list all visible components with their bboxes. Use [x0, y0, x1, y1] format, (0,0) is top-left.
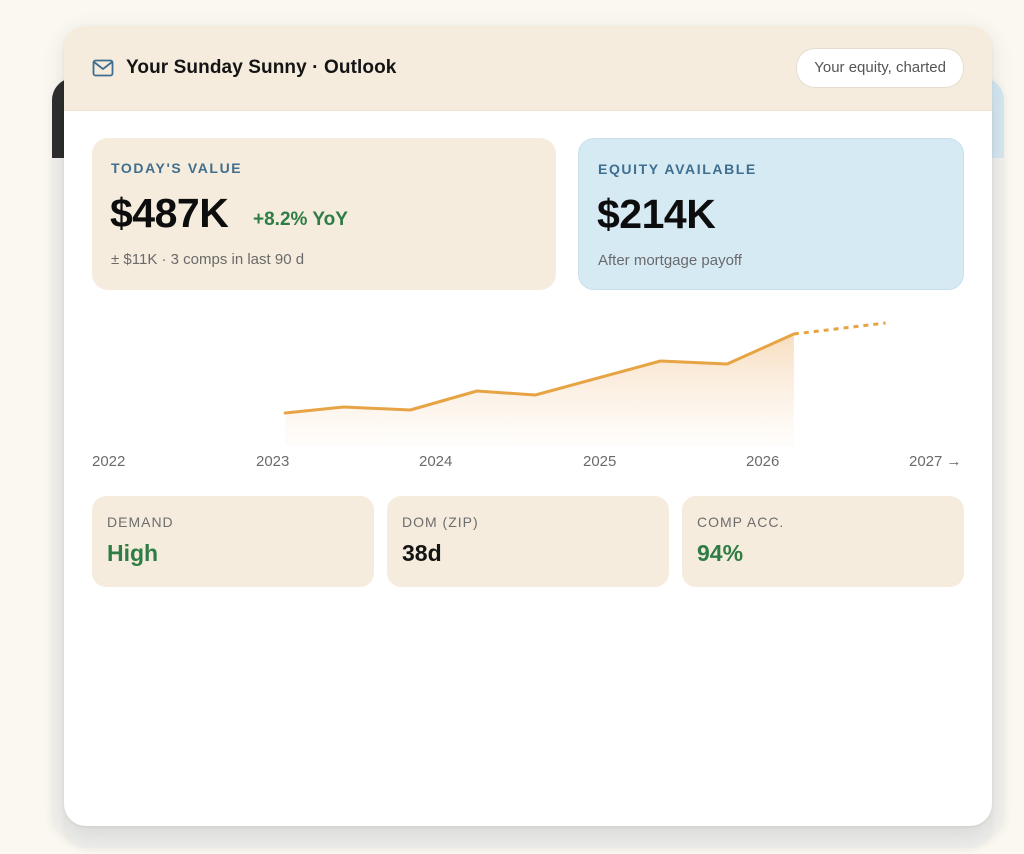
- yoy-change: +8.2% YoY: [253, 209, 348, 230]
- stat-comp-accuracy: COMP ACC. 94%: [682, 496, 964, 587]
- x-tick-2027: 2027 →: [909, 453, 962, 470]
- stat-value: 94%: [697, 540, 744, 566]
- stat-label: DOM (ZIP): [402, 514, 479, 530]
- equity-chart: [283, 321, 886, 446]
- stat-value: 38d: [402, 540, 442, 566]
- todays-value-label: TODAY'S VALUE: [111, 160, 243, 176]
- email-subject: Your Sunday Sunny · Outlook: [126, 57, 397, 78]
- card-header: Your Sunday Sunny · Outlook Your equity,…: [64, 26, 992, 111]
- x-tick-2025: 2025: [583, 453, 617, 470]
- x-tick-2022: 2022: [92, 453, 126, 470]
- x-tick-2026: 2026: [746, 453, 780, 470]
- stat-dom: DOM (ZIP) 38d: [387, 496, 669, 587]
- todays-value-panel: TODAY'S VALUE $487K +8.2% YoY ± $11K · 3…: [92, 138, 556, 290]
- stat-value: High: [107, 540, 159, 566]
- email-card: Your Sunday Sunny · Outlook Your equity,…: [64, 26, 992, 826]
- chart-line-history: [283, 332, 796, 415]
- mail-icon: [92, 59, 114, 77]
- x-tick-2024: 2024: [419, 453, 453, 470]
- equity-charted-pill[interactable]: Your equity, charted: [796, 48, 964, 88]
- stat-label: DEMAND: [107, 514, 174, 530]
- value-range-note: ± $11K · 3 comps in last 90 d: [111, 251, 305, 268]
- todays-value-amount: $487K: [110, 190, 229, 236]
- stat-demand: DEMAND High: [92, 496, 374, 587]
- x-tick-2023: 2023: [256, 453, 290, 470]
- equity-available-label: EQUITY AVAILABLE: [598, 161, 757, 177]
- equity-note: After mortgage payoff: [598, 252, 742, 269]
- equity-available-panel: EQUITY AVAILABLE $214K After mortgage pa…: [578, 138, 964, 290]
- chart-line-forecast: [793, 321, 886, 336]
- equity-available-amount: $214K: [597, 191, 716, 237]
- stat-label: COMP ACC.: [697, 514, 785, 530]
- chart-area-fill: [285, 334, 794, 446]
